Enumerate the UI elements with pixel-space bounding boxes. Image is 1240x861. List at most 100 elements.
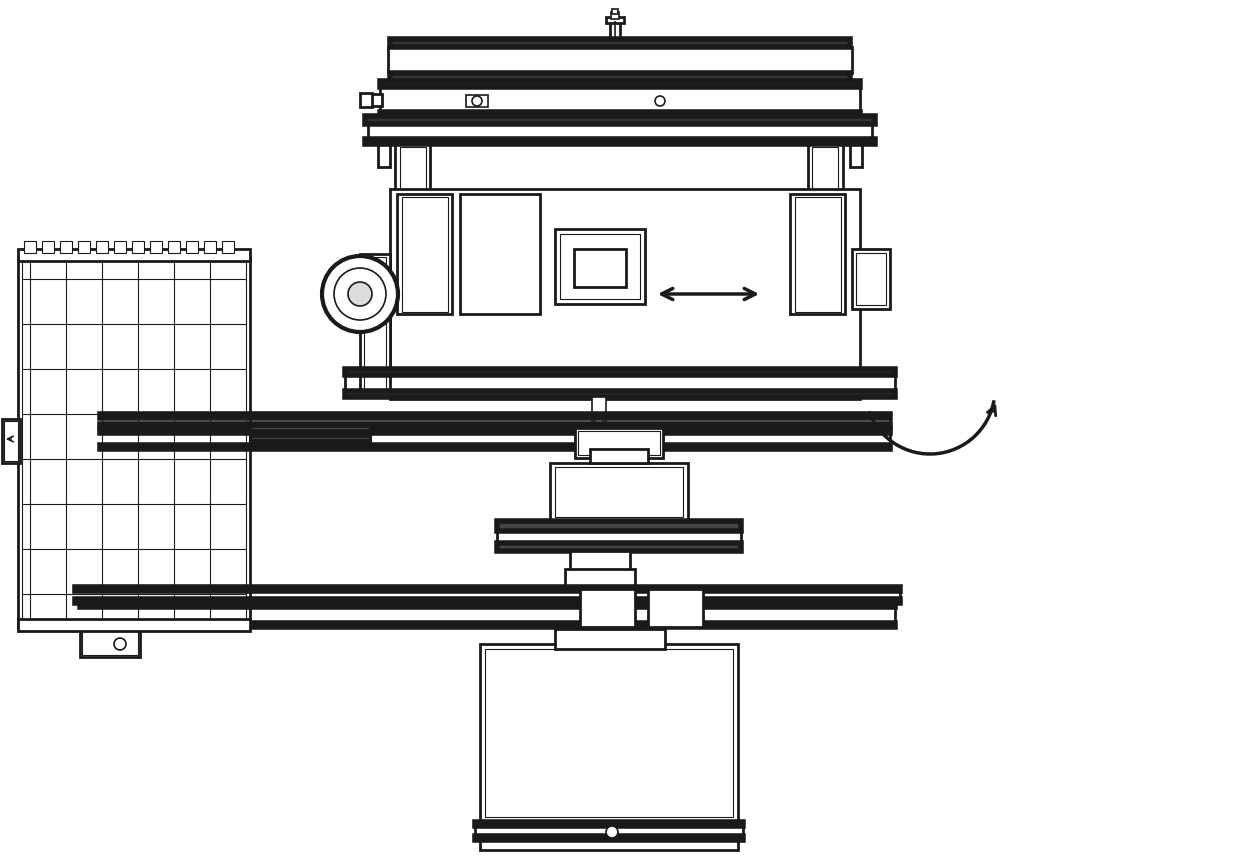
Bar (100, 424, 890, 429)
Bar (19, 619, 250, 631)
Bar (365, 257, 386, 393)
Bar (578, 431, 660, 455)
Bar (74, 587, 900, 592)
Bar (590, 449, 649, 463)
Bar (82, 629, 138, 655)
Bar (849, 143, 862, 168)
Bar (250, 426, 370, 430)
Bar (378, 143, 391, 168)
Bar (81, 623, 895, 628)
Bar (205, 242, 216, 254)
Bar (368, 125, 872, 141)
Bar (808, 145, 843, 245)
Circle shape (334, 269, 386, 320)
Bar (2, 419, 20, 463)
Bar (150, 242, 162, 254)
Bar (556, 468, 683, 517)
Bar (250, 437, 370, 441)
Bar (497, 543, 742, 551)
Bar (475, 822, 743, 840)
Bar (24, 242, 36, 254)
Bar (19, 257, 250, 628)
Bar (167, 242, 180, 254)
Bar (401, 148, 427, 242)
Bar (652, 592, 698, 624)
Bar (559, 632, 658, 647)
Bar (391, 189, 861, 400)
Bar (131, 242, 144, 254)
Bar (370, 95, 382, 107)
Circle shape (322, 257, 398, 332)
Bar (19, 250, 250, 262)
Bar (95, 242, 108, 254)
Bar (81, 604, 895, 607)
Bar (100, 414, 890, 429)
Bar (114, 242, 126, 254)
Bar (595, 419, 603, 428)
Bar (497, 522, 742, 531)
Bar (812, 148, 838, 242)
Bar (852, 250, 890, 310)
Bar (591, 398, 606, 423)
Bar (396, 145, 430, 245)
Circle shape (348, 282, 372, 307)
Bar (790, 195, 844, 314)
Bar (100, 445, 890, 449)
Bar (466, 96, 489, 108)
Bar (391, 40, 849, 48)
Bar (250, 424, 370, 443)
Bar (345, 369, 895, 398)
Bar (345, 369, 895, 375)
Bar (397, 195, 453, 314)
Bar (480, 644, 738, 822)
Bar (81, 628, 140, 657)
Bar (606, 18, 624, 24)
Bar (575, 429, 663, 458)
Bar (365, 139, 875, 145)
Bar (379, 82, 861, 115)
Circle shape (655, 97, 665, 107)
Bar (100, 430, 890, 449)
Bar (330, 280, 365, 310)
Bar (100, 414, 890, 418)
Circle shape (606, 826, 618, 838)
Bar (360, 255, 391, 394)
Bar (497, 531, 742, 543)
Bar (560, 235, 640, 300)
Bar (365, 117, 875, 125)
Bar (613, 10, 618, 15)
Circle shape (472, 97, 482, 107)
Bar (856, 254, 887, 306)
Bar (795, 198, 841, 313)
Bar (556, 629, 665, 649)
Bar (81, 604, 895, 628)
Bar (584, 592, 630, 624)
Bar (391, 74, 849, 82)
Bar (611, 13, 619, 20)
Bar (574, 250, 626, 288)
Bar (485, 649, 733, 817)
Bar (460, 195, 539, 314)
Bar (379, 82, 861, 88)
Bar (360, 94, 372, 108)
Bar (402, 198, 448, 313)
Bar (42, 242, 55, 254)
Bar (74, 599, 900, 604)
Bar (22, 262, 246, 623)
Bar (100, 430, 890, 433)
Bar (556, 230, 645, 305)
Bar (222, 242, 234, 254)
Bar (388, 48, 852, 74)
Bar (580, 589, 635, 628)
Bar (570, 551, 630, 573)
Bar (574, 554, 626, 570)
Bar (565, 569, 635, 589)
Bar (186, 242, 198, 254)
Bar (551, 463, 688, 522)
Bar (649, 589, 703, 628)
Bar (379, 113, 861, 117)
Bar (74, 587, 900, 604)
Bar (345, 392, 895, 398)
Bar (480, 840, 738, 850)
Bar (475, 836, 743, 840)
